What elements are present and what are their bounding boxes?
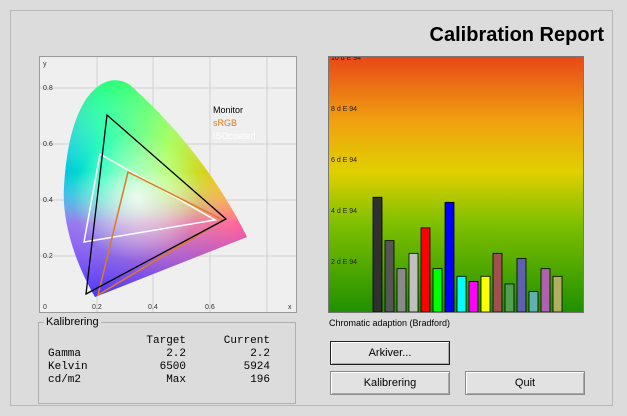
- row-label: Gamma: [48, 348, 82, 360]
- table-row: Gamma 2.2 2.2: [48, 348, 270, 361]
- target-value: 2.2: [166, 348, 186, 360]
- y-tick-label: 2 d E 94: [331, 259, 357, 266]
- header-current: Current: [223, 335, 270, 347]
- kalibrering-button[interactable]: Kalibrering: [330, 371, 450, 395]
- y-tick: 0.8: [43, 85, 53, 92]
- delta-e-bar: [420, 227, 431, 312]
- legend-srgb: sRGB: [213, 118, 237, 128]
- x-tick: 0.2: [92, 304, 102, 311]
- kalibrering-table: Target Current Gamma 2.2 2.2 Kelvin 6500…: [48, 335, 270, 387]
- page-title: Calibration Report: [429, 24, 604, 46]
- monitor-gamut: [85, 113, 228, 296]
- table-header-row: Target Current: [48, 335, 270, 348]
- legend-isocoated: ISOcoated: [213, 131, 256, 141]
- delta-e-bar: [480, 275, 491, 312]
- delta-e-bar: [444, 201, 455, 312]
- table-row: cd/m2 Max 196: [48, 374, 270, 387]
- delta-e-chart-svg: 2 d E 94 4 d E 94 6 d E 94 8 d E 94 10 d E 9…: [329, 57, 583, 312]
- table-row: Kelvin 6500 5924: [48, 361, 270, 374]
- y-tick: 0: [43, 304, 47, 311]
- current-value: 196: [250, 374, 270, 386]
- delta-e-bar: [468, 280, 479, 312]
- row-label: cd/m2: [48, 374, 82, 386]
- y-tick: 0.2: [43, 253, 53, 260]
- y-tick-label: 10 d E 94: [331, 57, 361, 62]
- delta-e-bar: [384, 240, 395, 312]
- delta-e-bar: [408, 252, 419, 312]
- kalibrering-legend: Kalibrering: [44, 316, 101, 328]
- header-target: Target: [146, 335, 186, 347]
- cie-diagram-svg: y x 0.8 0.6 0.4 0.2 0 0.2 0.4 0.6 Monito…: [40, 57, 296, 312]
- spectral-locus: [63, 80, 247, 298]
- y-axis-label: y: [43, 61, 47, 68]
- arkiver-button[interactable]: Arkiver...: [330, 341, 450, 365]
- y-tick: 0.6: [43, 141, 53, 148]
- current-value: 5924: [243, 361, 270, 373]
- x-axis-label: x: [288, 304, 292, 311]
- delta-e-bar: [372, 196, 383, 312]
- row-label: Kelvin: [48, 361, 88, 373]
- y-tick-label: 4 d E 94: [331, 208, 357, 215]
- legend-monitor: Monitor: [213, 105, 243, 115]
- y-tick-label: 8 d E 94: [331, 106, 357, 113]
- delta-e-bar: [456, 275, 467, 312]
- y-tick: 0.4: [43, 197, 53, 204]
- delta-e-bar: [504, 283, 515, 312]
- srgb-gamut: [96, 170, 225, 297]
- delta-e-bar: [396, 268, 407, 312]
- x-tick: 0.4: [148, 304, 158, 311]
- delta-e-bar: [552, 275, 563, 312]
- current-value: 2.2: [250, 348, 270, 360]
- delta-e-bar: [432, 268, 443, 312]
- delta-e-bar: [540, 268, 551, 312]
- x-tick: 0.6: [205, 304, 215, 311]
- delta-e-chart: 2 d E 94 4 d E 94 6 d E 94 8 d E 94 10 d E 9…: [328, 56, 584, 313]
- chart-caption: Chromatic adaption (Bradford): [329, 318, 451, 328]
- delta-e-bar: [516, 258, 527, 312]
- delta-e-bar: [492, 252, 503, 312]
- header-cell: [48, 335, 118, 348]
- target-value: Max: [166, 374, 186, 386]
- target-value: 6500: [159, 361, 186, 373]
- kalibrering-group: Kalibrering Target Current Gamma 2.2 2.2…: [38, 316, 296, 404]
- delta-e-bar: [528, 291, 539, 312]
- quit-button[interactable]: Quit: [465, 371, 585, 395]
- cie-gamut-diagram: y x 0.8 0.6 0.4 0.2 0 0.2 0.4 0.6 Monito…: [39, 56, 297, 313]
- y-tick-label: 6 d E 94: [331, 157, 357, 164]
